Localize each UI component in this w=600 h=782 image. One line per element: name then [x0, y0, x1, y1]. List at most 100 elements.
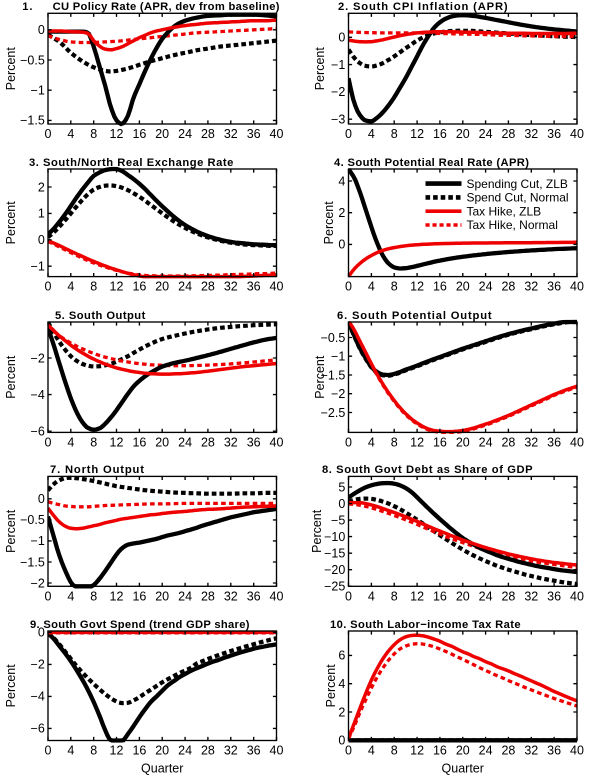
svg-text:4: 4: [368, 589, 375, 603]
svg-text:0: 0: [338, 238, 345, 252]
svg-text:−4: −4: [31, 690, 45, 704]
svg-text:−10: −10: [324, 530, 345, 544]
svg-text:−1: −1: [31, 260, 45, 274]
svg-text:0: 0: [345, 280, 352, 294]
svg-text:4: 4: [338, 174, 345, 188]
svg-text:40: 40: [570, 589, 584, 603]
svg-text:0: 0: [38, 492, 45, 506]
svg-text:0: 0: [38, 233, 45, 247]
svg-text:7. North Output: 7. North Output: [50, 464, 145, 476]
svg-text:5: 5: [338, 480, 345, 494]
svg-text:−0.5: −0.5: [20, 513, 45, 527]
svg-text:16: 16: [433, 127, 447, 141]
svg-text:32: 32: [224, 744, 238, 758]
svg-text:8. South Govt Debt as Share of: 8. South Govt Debt as Share of GDP: [322, 464, 533, 476]
svg-text:36: 36: [247, 436, 261, 450]
svg-text:9. South Govt Spend (trend GDP: 9. South Govt Spend (trend GDP share): [30, 619, 250, 631]
svg-text:16: 16: [132, 744, 146, 758]
svg-text:Percent: Percent: [324, 664, 338, 708]
svg-text:4: 4: [67, 280, 74, 294]
svg-text:5. South Output: 5. South Output: [55, 310, 146, 322]
svg-text:32: 32: [224, 589, 238, 603]
svg-text:−0.5: −0.5: [321, 331, 346, 345]
svg-text:4: 4: [368, 436, 375, 450]
svg-text:24: 24: [178, 280, 192, 294]
svg-text:−1: −1: [331, 350, 345, 364]
svg-text:Spend Cut, Normal: Spend Cut, Normal: [467, 191, 569, 205]
svg-text:40: 40: [270, 280, 284, 294]
svg-text:12: 12: [410, 744, 424, 758]
svg-text:4: 4: [67, 744, 74, 758]
svg-text:0: 0: [345, 436, 352, 450]
svg-text:20: 20: [456, 280, 470, 294]
svg-text:8: 8: [90, 127, 97, 141]
svg-text:8: 8: [90, 589, 97, 603]
svg-text:20: 20: [456, 589, 470, 603]
svg-text:0: 0: [45, 744, 52, 758]
svg-text:36: 36: [247, 280, 261, 294]
svg-text:Percent: Percent: [322, 201, 336, 245]
svg-text:16: 16: [433, 436, 447, 450]
svg-text:Percent: Percent: [4, 47, 18, 91]
svg-text:Tax Hike, ZLB: Tax Hike, ZLB: [467, 204, 542, 218]
svg-text:12: 12: [410, 127, 424, 141]
svg-text:40: 40: [570, 744, 584, 758]
svg-text:−2: −2: [31, 576, 45, 590]
svg-text:20: 20: [155, 589, 169, 603]
svg-text:1: 1: [38, 207, 45, 221]
svg-text:24: 24: [178, 436, 192, 450]
svg-text:20: 20: [456, 436, 470, 450]
svg-text:0: 0: [38, 626, 45, 640]
svg-text:Percent: Percent: [313, 47, 327, 91]
svg-text:32: 32: [524, 436, 538, 450]
svg-text:36: 36: [247, 127, 261, 141]
svg-text:40: 40: [570, 436, 584, 450]
svg-text:40: 40: [270, 589, 284, 603]
svg-text:32: 32: [224, 436, 238, 450]
svg-text:16: 16: [132, 127, 146, 141]
svg-text:12: 12: [110, 127, 124, 141]
svg-text:40: 40: [270, 744, 284, 758]
svg-text:4: 4: [67, 436, 74, 450]
svg-text:0: 0: [45, 280, 52, 294]
svg-text:0: 0: [38, 23, 45, 37]
svg-text:20: 20: [456, 744, 470, 758]
svg-text:32: 32: [524, 127, 538, 141]
svg-text:−0.5: −0.5: [20, 53, 45, 67]
svg-text:8: 8: [391, 589, 398, 603]
svg-text:36: 36: [247, 589, 261, 603]
svg-text:20: 20: [155, 127, 169, 141]
svg-text:28: 28: [201, 280, 215, 294]
svg-text:−15: −15: [324, 547, 345, 561]
svg-text:24: 24: [479, 744, 493, 758]
svg-text:12: 12: [410, 436, 424, 450]
svg-text:40: 40: [570, 280, 584, 294]
svg-text:24: 24: [479, 589, 493, 603]
svg-text:28: 28: [501, 589, 515, 603]
svg-text:4: 4: [338, 677, 345, 691]
svg-text:16: 16: [433, 744, 447, 758]
svg-text:0: 0: [338, 734, 345, 748]
svg-text:12: 12: [110, 744, 124, 758]
svg-text:28: 28: [201, 589, 215, 603]
svg-text:2: 2: [338, 705, 345, 719]
svg-text:4: 4: [67, 127, 74, 141]
svg-text:16: 16: [132, 436, 146, 450]
svg-text:−4: −4: [31, 388, 45, 402]
svg-text:3. South/North Real Exchange R: 3. South/North Real Exchange Rate: [29, 157, 234, 169]
svg-text:24: 24: [479, 436, 493, 450]
svg-text:32: 32: [224, 280, 238, 294]
svg-text:4. South Potential Real Rate (: 4. South Potential Real Rate (APR): [334, 157, 529, 169]
svg-text:2: 2: [38, 180, 45, 194]
svg-text:32: 32: [224, 127, 238, 141]
svg-text:28: 28: [501, 744, 515, 758]
svg-text:16: 16: [433, 280, 447, 294]
svg-text:12: 12: [110, 280, 124, 294]
svg-text:20: 20: [456, 127, 470, 141]
svg-text:Percent: Percent: [4, 201, 18, 245]
svg-text:0: 0: [45, 589, 52, 603]
svg-text:8: 8: [90, 280, 97, 294]
svg-text:Percent: Percent: [4, 509, 18, 553]
svg-text:Quarter: Quarter: [141, 761, 183, 775]
svg-text:12: 12: [410, 589, 424, 603]
